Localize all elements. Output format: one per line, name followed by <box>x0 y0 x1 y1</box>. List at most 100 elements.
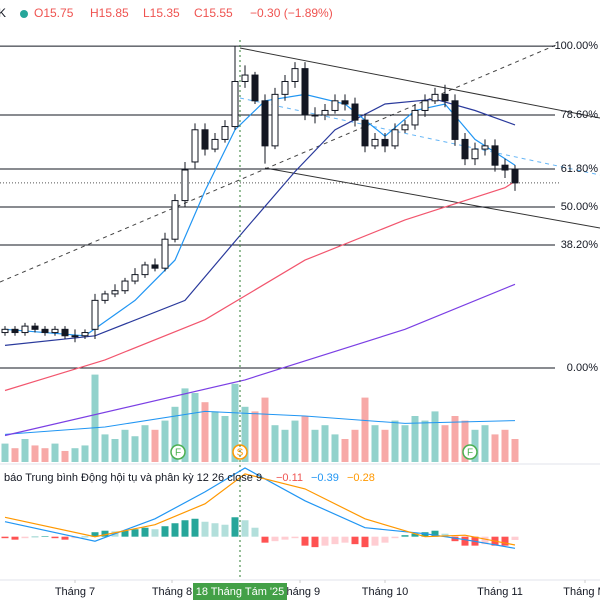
fib-label: 0.00% <box>567 362 598 374</box>
volume-bar <box>441 425 449 462</box>
candle-body <box>311 114 319 117</box>
ohlc-close: C15.55 <box>194 6 233 20</box>
candle-body <box>481 145 489 150</box>
volume-bar <box>11 448 19 462</box>
candle-body <box>491 145 499 166</box>
candle-body <box>261 100 269 147</box>
macd-histogram <box>201 521 209 537</box>
macd-histogram <box>171 523 179 537</box>
volume-bar <box>401 425 409 462</box>
candle-body <box>451 100 459 140</box>
volume-bar <box>391 420 399 462</box>
macd-histogram <box>421 532 429 537</box>
candle-body <box>21 325 29 334</box>
trendlines <box>0 44 600 283</box>
candle-body <box>441 93 449 102</box>
volume-bar <box>291 420 299 462</box>
macd-histogram <box>81 536 89 538</box>
volume-bar <box>371 425 379 462</box>
volume-bar <box>181 388 189 462</box>
macd-legend-value: −0.28 <box>347 472 375 484</box>
ohlc-open: O15.75 <box>34 6 74 20</box>
macd-histogram <box>321 536 329 546</box>
x-tick-label: Tháng 7 <box>55 586 95 598</box>
candle-body <box>251 74 259 102</box>
volume-bar <box>81 445 89 462</box>
volume-bar <box>191 393 199 462</box>
macd-histogram <box>281 536 289 540</box>
macd-histogram <box>61 536 69 540</box>
volume-bar <box>351 429 359 462</box>
candle-body <box>61 328 69 337</box>
volume-bar <box>271 425 279 462</box>
candle-body <box>241 74 249 82</box>
fib-label: 100.00% <box>555 40 599 52</box>
candle-body <box>371 138 379 147</box>
macd-histogram <box>251 527 259 537</box>
macd-histogram <box>451 536 459 542</box>
candle-body <box>31 325 39 330</box>
macd-histogram <box>221 524 229 537</box>
candle-body <box>381 138 389 147</box>
macd-histogram <box>391 536 399 539</box>
volume-bar <box>411 416 419 462</box>
macd-histogram <box>461 536 469 546</box>
volume-bar <box>321 425 329 462</box>
candle-body <box>111 290 119 295</box>
candle-body <box>121 280 129 292</box>
volume-bar <box>111 439 119 462</box>
candle-body <box>421 100 429 111</box>
volume-bar <box>131 436 139 462</box>
macd-histogram <box>121 530 129 537</box>
volume-bar <box>481 425 489 462</box>
trendline <box>264 167 600 229</box>
candle-body <box>181 169 189 202</box>
volume-bar <box>331 434 339 462</box>
candle-body <box>401 124 409 131</box>
macd-histogram <box>351 536 359 545</box>
volume-bar <box>461 420 469 462</box>
macd-histogram <box>51 536 59 539</box>
candle-body <box>211 138 219 150</box>
macd-histogram <box>291 536 299 539</box>
crosshair-label: 18 Tháng Tám '25 <box>196 586 285 598</box>
macd-histogram <box>41 536 49 537</box>
volume-bar <box>471 429 479 462</box>
volume-bar <box>381 429 389 462</box>
macd-title: báo Trung bình Động hội tụ và phân kỳ 12… <box>4 472 262 484</box>
volume-bar <box>361 397 369 462</box>
macd-histogram <box>161 526 169 537</box>
event-label: F <box>175 448 181 459</box>
trendline <box>239 97 600 176</box>
volume-bar <box>231 383 239 462</box>
volume-bar <box>421 420 429 462</box>
macd-histogram <box>341 536 349 543</box>
candle-body <box>501 164 509 171</box>
fib-label: 78.60% <box>561 109 599 121</box>
macd-histogram <box>11 536 19 540</box>
x-tick-label: Tháng 8 <box>152 586 192 598</box>
macd-histogram <box>231 517 239 537</box>
volume-bar <box>281 429 289 462</box>
trendline <box>239 47 600 119</box>
volume-bar <box>61 450 69 462</box>
candle-body <box>151 264 159 269</box>
candle-body <box>101 293 109 301</box>
volume-bar <box>91 374 99 462</box>
volume-bar <box>261 397 269 462</box>
macd-histogram <box>141 527 149 537</box>
candle-body <box>271 93 279 147</box>
macd-histogram <box>31 536 39 538</box>
macd-line <box>4 467 516 549</box>
candle-body <box>81 332 89 337</box>
ohlc-low: L15.35 <box>143 6 180 20</box>
macd-legend-value: −0.39 <box>311 472 339 484</box>
volume-bar <box>1 443 9 462</box>
moving-average <box>4 283 516 437</box>
macd-histogram <box>151 529 159 537</box>
macd-histogram <box>361 536 369 548</box>
status-dot <box>20 10 28 18</box>
macd-legend-value: −0.11 <box>276 472 303 484</box>
volume-bar <box>71 448 79 462</box>
